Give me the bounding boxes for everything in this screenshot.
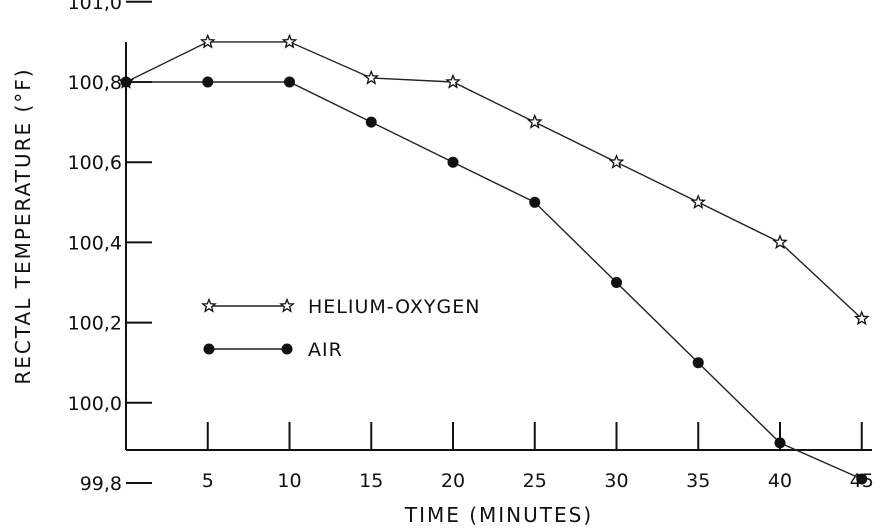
data-point	[281, 33, 298, 49]
data-point	[284, 76, 295, 88]
y-axis-ticks: 99,8 100,0 100,2 100,4 100,6 100,8 101,0	[68, 0, 152, 495]
x-tick-label: 35	[686, 470, 710, 492]
legend-marker-air	[281, 343, 293, 355]
x-tick-label: 15	[359, 470, 383, 492]
y-tick-label: 100,4	[68, 232, 122, 254]
x-tick-label: 10	[277, 470, 301, 492]
data-point	[529, 196, 541, 208]
series-layer	[118, 33, 870, 485]
data-point	[120, 76, 132, 88]
y-tick-label: 99,8	[80, 473, 122, 495]
y-axis-title: RECTAL TEMPERATURE (°F)	[11, 67, 35, 384]
legend-marker-helium-oxygen	[201, 297, 217, 313]
x-axis-title: TIME (MINUTES)	[404, 503, 593, 527]
y-tick-label: 101,0	[68, 0, 122, 14]
data-point	[853, 310, 870, 326]
data-point	[608, 153, 625, 169]
data-point	[611, 277, 622, 288]
data-point	[692, 357, 704, 369]
legend-label-air: AIR	[308, 339, 343, 361]
data-point	[447, 156, 459, 168]
y-tick-label: 100,2	[68, 313, 122, 335]
y-tick-label: 100,8	[68, 72, 122, 94]
legend-label-helium-oxygen: HELIUM-OXYGEN	[308, 296, 480, 318]
data-point	[690, 194, 707, 210]
y-tick-label: 100,6	[68, 152, 122, 174]
series-line	[125, 41, 863, 320]
data-point	[365, 116, 377, 128]
legend: HELIUM-OXYGEN AIR	[201, 296, 480, 361]
data-point	[363, 69, 380, 85]
data-point	[199, 33, 216, 49]
series-helium-oxygen	[118, 33, 870, 326]
legend-marker-helium-oxygen	[279, 297, 295, 313]
x-tick-label: 40	[768, 470, 792, 492]
x-tick-label: 25	[523, 470, 547, 492]
series-air	[120, 76, 868, 485]
data-point	[445, 73, 461, 89]
y-tick-label: 100,0	[68, 393, 122, 415]
x-axis-ticks: 51015202530354045	[202, 422, 874, 492]
data-point	[772, 234, 788, 250]
data-point	[202, 76, 214, 88]
data-point	[774, 437, 786, 449]
x-tick-label: 5	[202, 470, 214, 492]
x-tick-label: 30	[604, 470, 628, 492]
data-point	[856, 473, 868, 485]
data-point	[526, 113, 543, 129]
x-tick-label: 20	[441, 470, 465, 492]
series-line	[126, 81, 863, 480]
legend-marker-air	[203, 343, 215, 355]
